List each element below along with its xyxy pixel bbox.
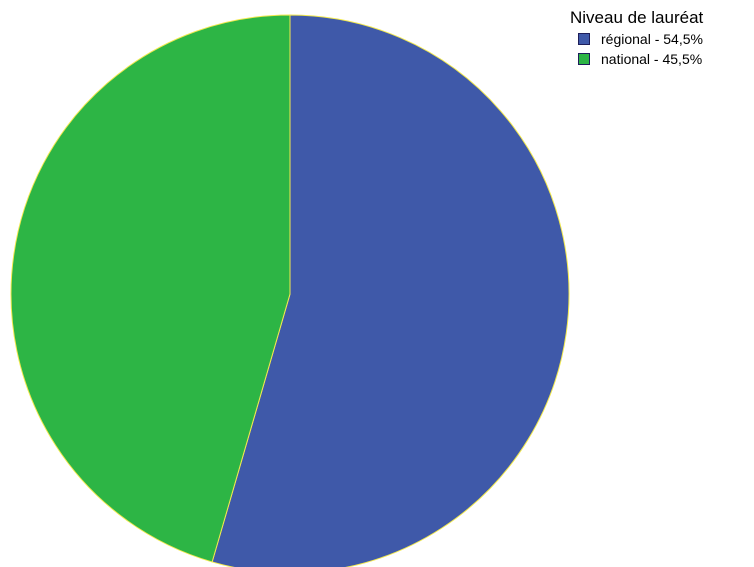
legend-item-national: national - 45,5% xyxy=(570,49,754,69)
legend-label-national: national - 45,5% xyxy=(601,51,703,67)
pie-slice-regional xyxy=(211,14,570,567)
legend: Niveau de lauréat régional - 54,5% natio… xyxy=(570,8,754,69)
legend-item-regional: régional - 54,5% xyxy=(570,29,754,49)
legend-swatch-regional xyxy=(578,33,590,45)
pie-slice-national xyxy=(10,14,291,563)
legend-label-regional: régional - 54,5% xyxy=(601,31,703,47)
pie-chart xyxy=(10,14,570,567)
legend-title: Niveau de lauréat xyxy=(570,8,704,27)
legend-swatch-national xyxy=(578,53,590,65)
